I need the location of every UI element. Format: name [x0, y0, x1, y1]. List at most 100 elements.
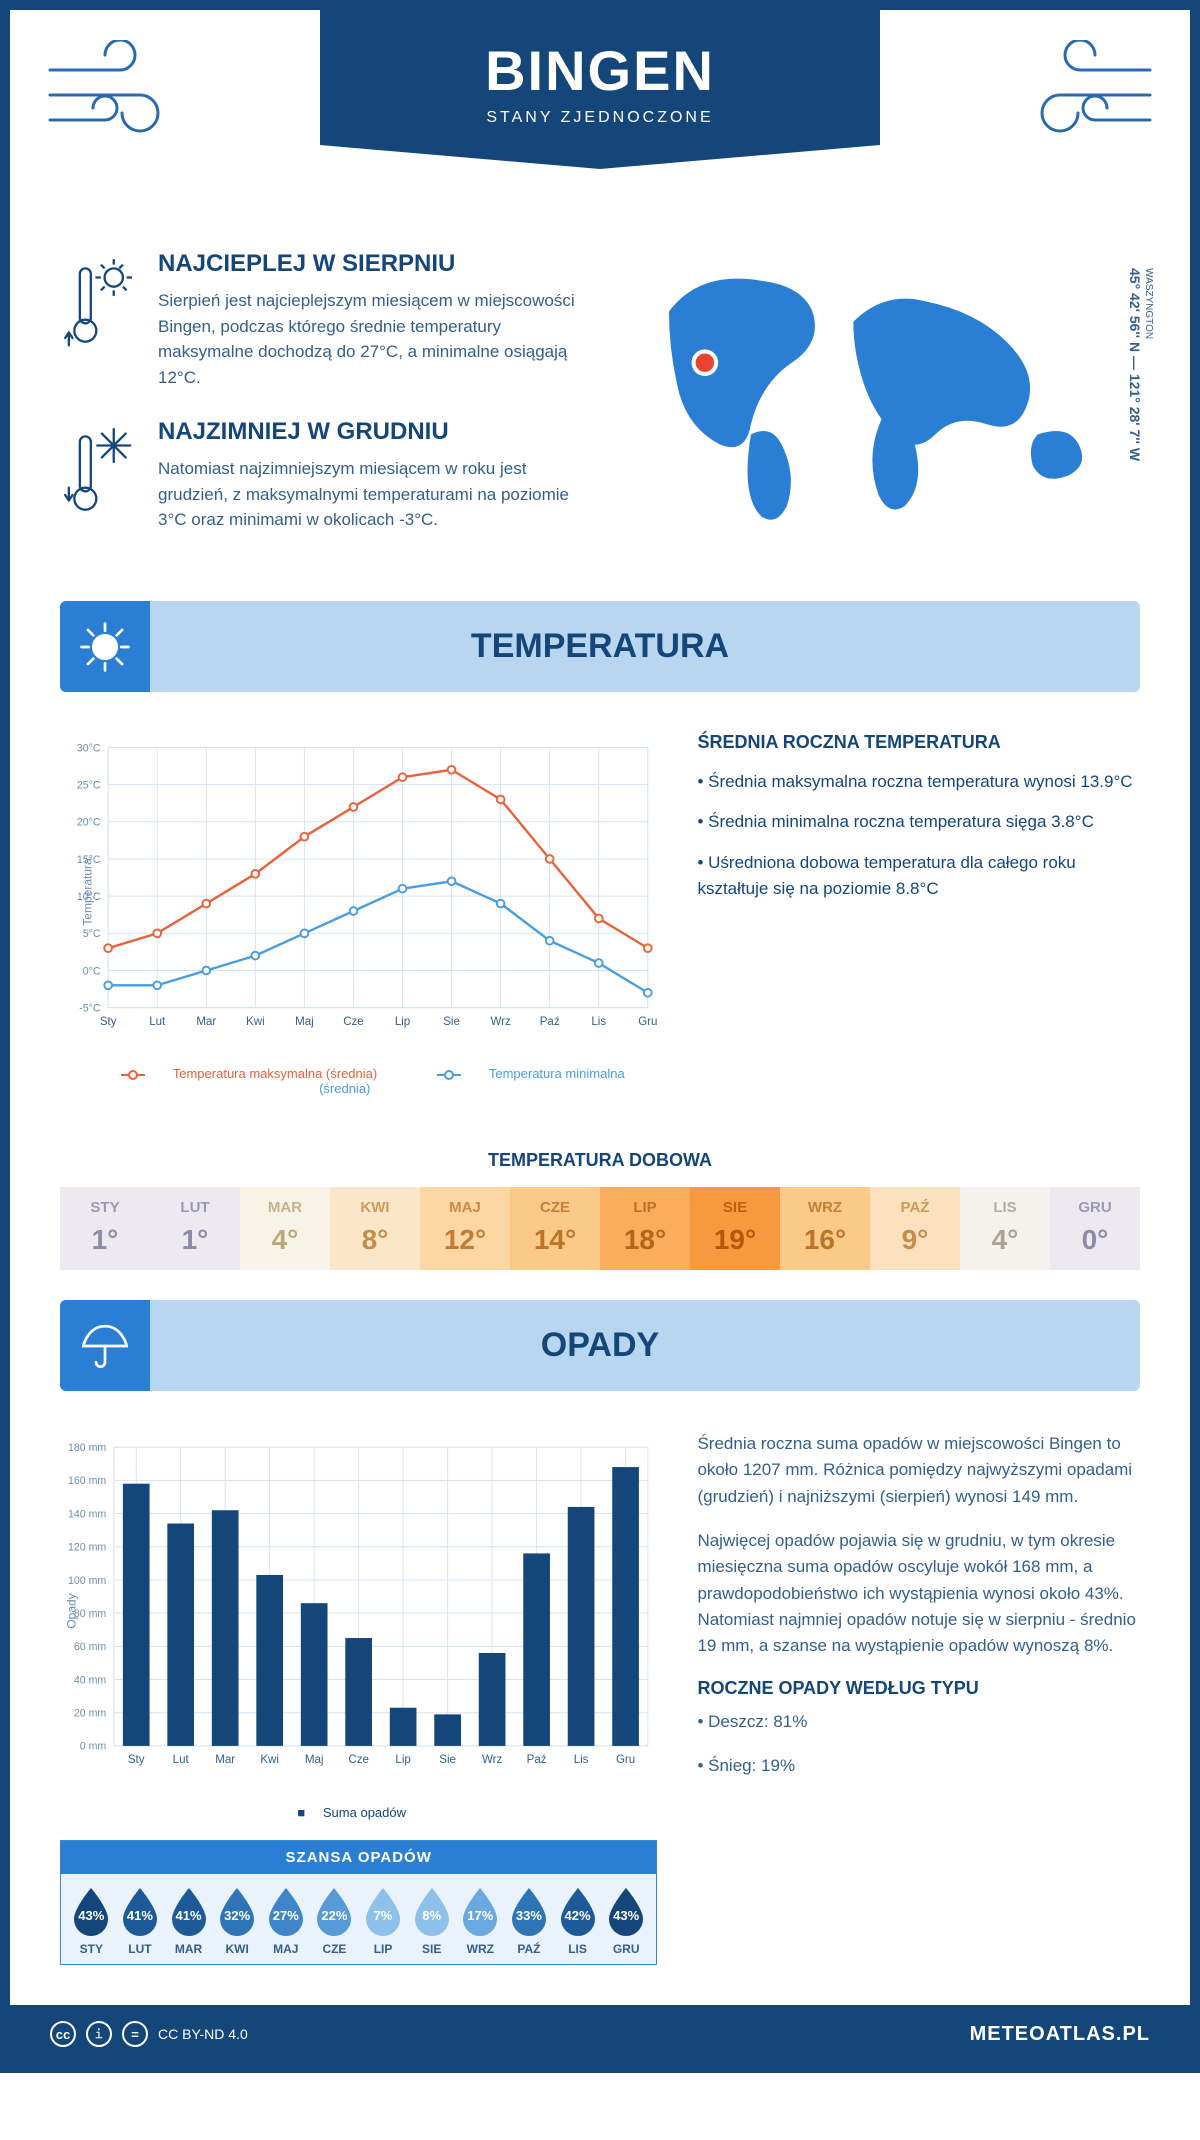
svg-text:5°C: 5°C: [83, 928, 101, 940]
chance-cell: 17%WRZ: [456, 1886, 505, 1956]
svg-text:Lut: Lut: [173, 1754, 190, 1766]
svg-text:Maj: Maj: [295, 1016, 314, 1028]
svg-text:Wrz: Wrz: [482, 1754, 503, 1766]
umbrella-icon: [60, 1300, 150, 1391]
header: BINGEN STANY ZJEDNOCZONE: [10, 10, 1190, 210]
intro-section: NAJCIEPLEJ W SIERPNIU Sierpień jest najc…: [10, 210, 1190, 581]
wind-icon: [1020, 40, 1160, 155]
footer: cc 𝚒 = CC BY-ND 4.0 METEOATLAS.PL: [10, 2005, 1190, 2063]
temperature-line-chart: Temperatura -5°C0°C5°C10°C15°C20°C25°C30…: [60, 732, 657, 1096]
daily-temp-table: STY1°LUT1°MAR4°KWI8°MAJ12°CZE14°LIP18°SI…: [60, 1187, 1140, 1270]
coldest-heading: NAJZIMNIEJ W GRUDNIU: [158, 418, 598, 446]
svg-text:Lis: Lis: [591, 1016, 606, 1028]
thermometer-sun-icon: [60, 250, 140, 390]
svg-text:30°C: 30°C: [77, 742, 101, 754]
daily-cell: CZE14°: [510, 1187, 600, 1270]
daily-cell: STY1°: [60, 1187, 150, 1270]
daily-cell: MAR4°: [240, 1187, 330, 1270]
chance-cell: 22%CZE: [310, 1886, 359, 1956]
svg-text:60 mm: 60 mm: [74, 1641, 107, 1653]
chance-cell: 41%MAR: [164, 1886, 213, 1956]
svg-text:Gru: Gru: [638, 1016, 657, 1028]
warmest-heading: NAJCIEPLEJ W SIERPNIU: [158, 250, 598, 278]
coordinates: WASZYNGTON 45° 42' 56'' N — 121° 28' 7''…: [1127, 268, 1154, 461]
svg-text:Cze: Cze: [343, 1016, 364, 1028]
svg-text:120 mm: 120 mm: [68, 1542, 106, 1554]
svg-text:Paź: Paź: [540, 1016, 560, 1028]
chance-cell: 43%STY: [67, 1886, 116, 1956]
svg-text:Kwi: Kwi: [260, 1754, 279, 1766]
temperature-summary: ŚREDNIA ROCZNA TEMPERATURA • Średnia mak…: [697, 732, 1140, 1096]
svg-text:Sie: Sie: [443, 1016, 460, 1028]
chance-cell: 41%LUT: [116, 1886, 165, 1956]
daily-cell: GRU0°: [1050, 1187, 1140, 1270]
daily-cell: LIP18°: [600, 1187, 690, 1270]
wind-icon: [40, 40, 180, 155]
chance-cell: 27%MAJ: [262, 1886, 311, 1956]
svg-text:Sty: Sty: [100, 1016, 117, 1028]
daily-cell: WRZ16°: [780, 1187, 870, 1270]
svg-text:140 mm: 140 mm: [68, 1508, 106, 1520]
svg-text:25°C: 25°C: [77, 779, 101, 791]
city-title: BINGEN: [320, 38, 880, 103]
precip-type-heading: ROCZNE OPADY WEDŁUG TYPU: [697, 1678, 1140, 1699]
svg-text:160 mm: 160 mm: [68, 1475, 106, 1487]
svg-text:0 mm: 0 mm: [80, 1741, 107, 1753]
precipitation-chance-grid: SZANSA OPADÓW 43%STY41%LUT41%MAR32%KWI27…: [60, 1840, 657, 1965]
svg-text:0°C: 0°C: [83, 965, 101, 977]
chance-cell: 43%GRU: [602, 1886, 651, 1956]
svg-text:Lut: Lut: [149, 1016, 166, 1028]
country-subtitle: STANY ZJEDNOCZONE: [320, 109, 880, 127]
precipitation-summary: Średnia roczna suma opadów w miejscowośc…: [697, 1431, 1140, 1965]
svg-text:40 mm: 40 mm: [74, 1674, 107, 1686]
cc-icon: cc: [50, 2021, 76, 2047]
svg-text:Lip: Lip: [395, 1016, 410, 1028]
svg-text:80 mm: 80 mm: [74, 1608, 107, 1620]
svg-text:Paź: Paź: [527, 1754, 547, 1766]
svg-text:180 mm: 180 mm: [68, 1442, 106, 1454]
warmest-text: Sierpień jest najcieplejszym miesiącem w…: [158, 288, 598, 390]
world-map: [628, 250, 1140, 542]
title-banner: BINGEN STANY ZJEDNOCZONE: [320, 10, 880, 145]
temperature-legend: Temperatura maksymalna (średnia) Tempera…: [60, 1066, 657, 1096]
daily-cell: SIE19°: [690, 1187, 780, 1270]
annual-temp-heading: ŚREDNIA ROCZNA TEMPERATURA: [697, 732, 1140, 753]
svg-text:Sty: Sty: [128, 1754, 145, 1766]
sun-icon: [60, 601, 150, 692]
chance-cell: 42%LIS: [553, 1886, 602, 1956]
svg-text:20 mm: 20 mm: [74, 1708, 107, 1720]
daily-cell: KWI8°: [330, 1187, 420, 1270]
thermometer-snow-icon: [60, 418, 140, 533]
daily-cell: PAŹ9°: [870, 1187, 960, 1270]
chance-cell: 33%PAŹ: [505, 1886, 554, 1956]
site-name: METEOATLAS.PL: [970, 2023, 1150, 2046]
coldest-text: Natomiast najzimniejszym miesiącem w rok…: [158, 456, 598, 533]
svg-text:Wrz: Wrz: [490, 1016, 511, 1028]
svg-text:-5°C: -5°C: [79, 1002, 101, 1014]
svg-text:Lip: Lip: [395, 1754, 410, 1766]
chance-cell: 32%KWI: [213, 1886, 262, 1956]
chance-cell: 8%SIE: [407, 1886, 456, 1956]
svg-text:Sie: Sie: [439, 1754, 456, 1766]
coldest-block: NAJZIMNIEJ W GRUDNIU Natomiast najzimnie…: [60, 418, 598, 533]
daily-temp-title: TEMPERATURA DOBOWA: [10, 1150, 1190, 1171]
nd-icon: =: [122, 2021, 148, 2047]
svg-text:Cze: Cze: [348, 1754, 369, 1766]
svg-text:Lis: Lis: [574, 1754, 589, 1766]
svg-text:Kwi: Kwi: [246, 1016, 265, 1028]
svg-text:Mar: Mar: [215, 1754, 235, 1766]
temperature-section-header: TEMPERATURA: [60, 601, 1140, 692]
daily-cell: MAJ12°: [420, 1187, 510, 1270]
chance-cell: 7%LIP: [359, 1886, 408, 1956]
precipitation-legend: ■ Suma opadów: [60, 1805, 657, 1820]
license-info: cc 𝚒 = CC BY-ND 4.0: [50, 2021, 248, 2047]
daily-cell: LUT1°: [150, 1187, 240, 1270]
warmest-block: NAJCIEPLEJ W SIERPNIU Sierpień jest najc…: [60, 250, 598, 390]
daily-cell: LIS4°: [960, 1187, 1050, 1270]
svg-text:Mar: Mar: [196, 1016, 216, 1028]
precipitation-section-header: OPADY: [60, 1300, 1140, 1391]
svg-text:Gru: Gru: [616, 1754, 635, 1766]
svg-text:100 mm: 100 mm: [68, 1575, 106, 1587]
precipitation-bar-chart: Opady 0 mm20 mm40 mm60 mm80 mm100 mm120 …: [60, 1431, 657, 1791]
by-icon: 𝚒: [86, 2021, 112, 2047]
